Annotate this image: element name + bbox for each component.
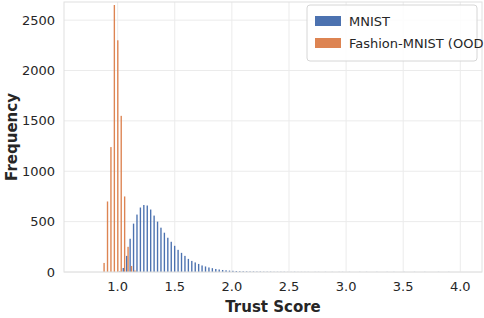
histogram-bar (126, 256, 127, 272)
histogram-bar (188, 259, 189, 272)
x-grid-line (231, 2, 232, 272)
histogram-bar (208, 267, 209, 272)
histogram-bar (110, 147, 111, 272)
histogram-bar (129, 239, 130, 272)
chart: 1.0 1.5 2.0 2.5 3.0 3.5 4.0 0 500 1000 1500 2000 250… (0, 0, 484, 318)
y-axis-label: Frequency (3, 93, 21, 181)
histogram-bar (164, 233, 165, 272)
histogram-bar (157, 222, 158, 272)
histogram-bar (212, 268, 213, 272)
histogram-bar (143, 205, 144, 272)
y-grid-line (64, 171, 482, 172)
y-tick-label: 2000 (22, 63, 55, 78)
x-grid-line (288, 2, 289, 272)
histogram-bar (171, 242, 172, 272)
x-grid-line (174, 2, 175, 272)
histogram-bar (181, 253, 182, 272)
legend: MNIST Fashion-MNIST (OOD) (307, 5, 484, 61)
histogram-bar (177, 250, 178, 272)
y-tick-label: 0 (47, 265, 55, 280)
histogram-bar (191, 261, 192, 272)
y-grid-line (64, 120, 482, 121)
legend-swatch (315, 38, 341, 48)
histogram-bar (184, 256, 185, 272)
histogram-bar (147, 206, 148, 272)
histogram-bar (198, 264, 199, 272)
x-tick-label: 1.0 (107, 279, 128, 294)
histogram-bar (133, 224, 134, 272)
x-tick-label: 2.0 (222, 279, 243, 294)
histogram-bar (124, 196, 125, 272)
histogram-bar (167, 238, 168, 272)
y-tick-label: 1500 (22, 113, 55, 128)
x-grid-line (117, 2, 118, 272)
histogram-bar (205, 266, 206, 272)
y-tick-label: 2500 (22, 13, 55, 28)
x-axis-label: Trust Score (225, 298, 321, 316)
x-tick-label: 3.5 (393, 279, 414, 294)
legend-swatch (315, 16, 341, 26)
y-grid-line (64, 221, 482, 222)
histogram-bar (150, 210, 151, 272)
histogram-bar (136, 215, 137, 272)
histogram-bar (117, 40, 118, 272)
histogram-bar (127, 247, 128, 272)
histogram-bar (174, 246, 175, 272)
x-tick-label: 2.5 (279, 279, 300, 294)
legend-label: Fashion-MNIST (OOD) (349, 36, 484, 51)
x-tick-label: 3.0 (336, 279, 357, 294)
histogram-bar (153, 216, 154, 272)
histogram-bar (107, 201, 108, 272)
histogram-bar (195, 262, 196, 272)
x-tick-label: 4.0 (450, 279, 471, 294)
y-grid-line (64, 70, 482, 71)
y-tick-label: 1000 (22, 164, 55, 179)
histogram-bar (131, 266, 132, 272)
histogram-bar (103, 263, 104, 272)
histogram-bar (140, 208, 141, 272)
histogram-bar (121, 116, 122, 272)
legend-box (307, 5, 477, 61)
histogram-bar (114, 5, 115, 272)
y-tick-label: 500 (30, 214, 55, 229)
histogram-bar (201, 265, 202, 272)
legend-label: MNIST (349, 14, 390, 29)
histogram-bar (160, 228, 161, 272)
x-tick-label: 1.5 (164, 279, 185, 294)
histogram-bar (123, 268, 124, 272)
